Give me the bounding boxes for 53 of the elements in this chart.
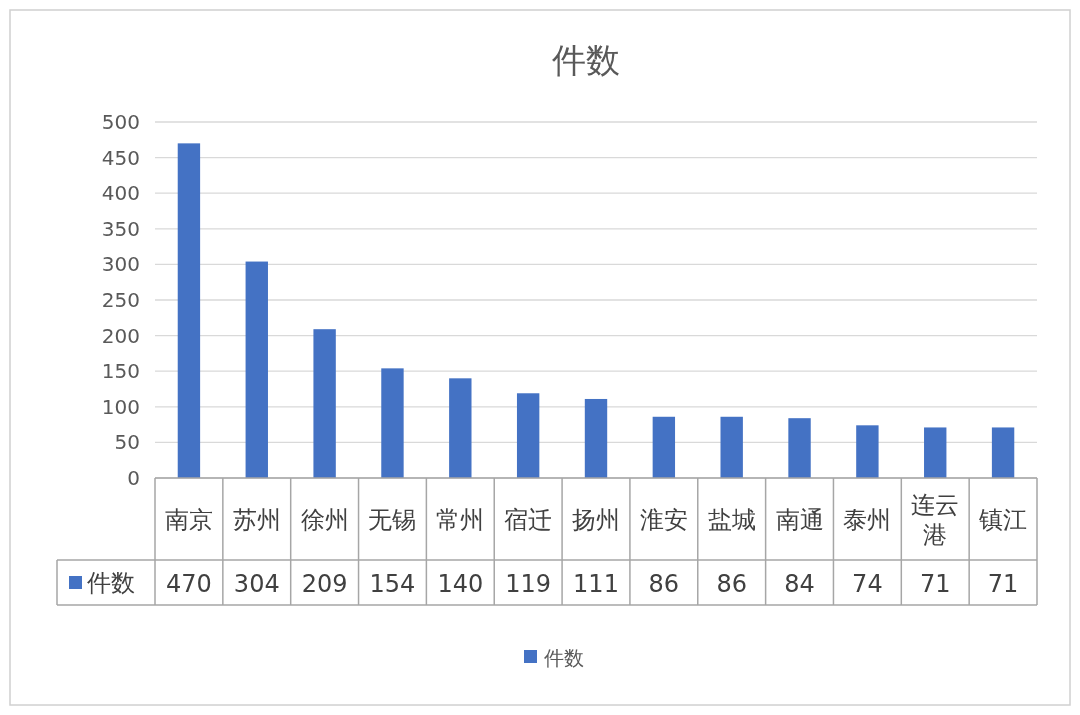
x-tick-label: 南京 bbox=[164, 506, 213, 534]
y-tick-label: 0 bbox=[127, 466, 140, 490]
chart-title: 件数 bbox=[552, 40, 620, 80]
data-label: 140 bbox=[437, 570, 484, 598]
x-tick-label: 泰州 bbox=[843, 506, 892, 534]
bar bbox=[991, 427, 1015, 478]
data-label: 71 bbox=[987, 570, 1019, 598]
y-tick-label: 250 bbox=[101, 288, 140, 312]
x-tick-label: 南通 bbox=[775, 506, 824, 534]
data-label: 84 bbox=[784, 570, 815, 598]
bar bbox=[856, 425, 879, 478]
data-label: 304 bbox=[233, 570, 280, 598]
y-tick-label: 350 bbox=[101, 216, 140, 241]
x-tick-label: 连云港 bbox=[911, 491, 960, 549]
x-tick-label: 盐城 bbox=[707, 506, 756, 534]
bar bbox=[516, 393, 540, 478]
data-label: 71 bbox=[919, 570, 951, 598]
x-tick-label: 宿迁 bbox=[504, 506, 553, 534]
data-label: 86 bbox=[716, 570, 747, 598]
x-tick-label: 扬州 bbox=[572, 506, 620, 534]
bar bbox=[720, 416, 743, 478]
y-tick-label: 100 bbox=[101, 394, 140, 419]
bar bbox=[924, 427, 947, 478]
chart-title: 件数 bbox=[544, 646, 584, 670]
bar bbox=[584, 398, 608, 478]
legend-label: 件数 bbox=[87, 569, 135, 597]
y-tick-label: 150 bbox=[101, 359, 140, 384]
y-tick-label: 50 bbox=[114, 430, 140, 455]
x-tick-label: 徐州 bbox=[300, 506, 349, 534]
y-tick-label: 400 bbox=[101, 181, 140, 206]
bar bbox=[449, 378, 472, 478]
bar bbox=[177, 143, 201, 478]
x-tick-label: 淮安 bbox=[639, 506, 688, 534]
data-label: 119 bbox=[505, 570, 552, 598]
data-label: 111 bbox=[573, 570, 619, 598]
x-tick-label: 常州 bbox=[436, 506, 485, 534]
x-tick-label: 镇江 bbox=[978, 506, 1028, 534]
data-label: 470 bbox=[166, 570, 212, 598]
x-tick-label: 无锡 bbox=[368, 506, 417, 534]
x-tick-label: 苏州 bbox=[232, 506, 281, 534]
bar bbox=[245, 261, 268, 478]
y-tick-label: 300 bbox=[101, 252, 140, 277]
data-label: 154 bbox=[369, 570, 416, 598]
bar bbox=[788, 418, 811, 478]
bar bbox=[381, 368, 404, 478]
data-label: 74 bbox=[852, 570, 883, 598]
y-tick-label: 450 bbox=[101, 145, 140, 170]
y-tick-label: 200 bbox=[101, 323, 140, 348]
data-label: 86 bbox=[648, 570, 680, 598]
data-label: 209 bbox=[301, 570, 348, 598]
bar bbox=[313, 329, 336, 478]
bar bbox=[652, 416, 676, 478]
y-tick-label: 500 bbox=[101, 110, 140, 134]
